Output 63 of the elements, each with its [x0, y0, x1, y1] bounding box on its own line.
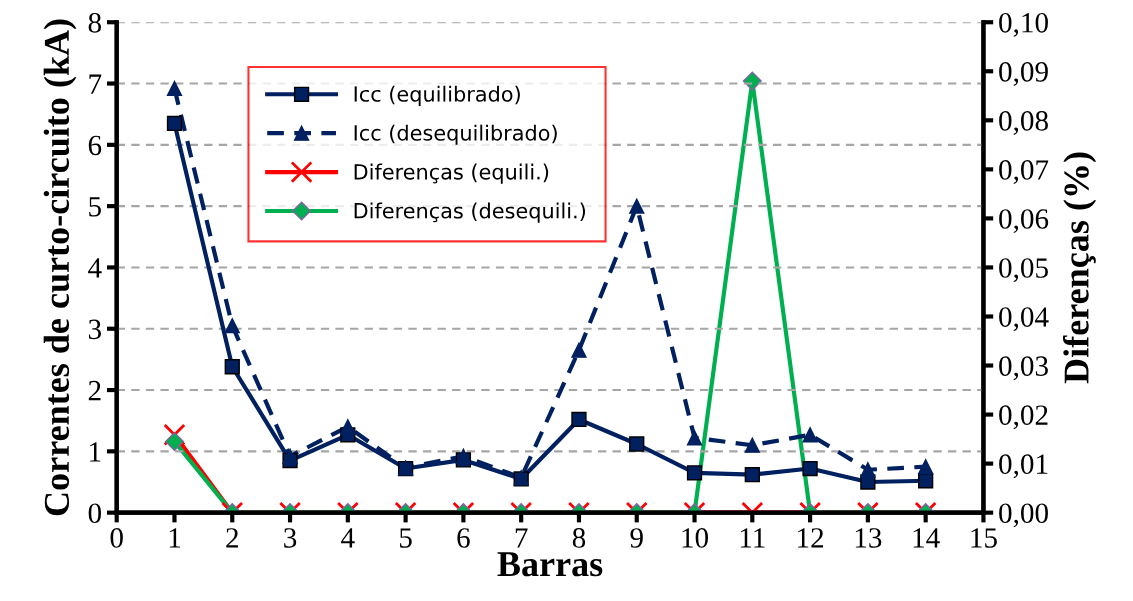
- y-tick-label: 2: [88, 380, 101, 401]
- x-tick-label: 5: [400, 528, 412, 548]
- x-tick-label: 12: [798, 528, 824, 548]
- y-axis-title: Correntes de curto-circuito (kA): [43, 19, 77, 516]
- y2-tick-label: 0,04: [999, 307, 1049, 332]
- y2-tick-label: 0,01: [999, 454, 1048, 479]
- x-tick-label: 1: [169, 528, 181, 548]
- y2-tick-label: 0,05: [999, 258, 1048, 283]
- legend-label: Diferenças (equili.): [354, 163, 549, 184]
- x-tick-label: 3: [284, 528, 297, 548]
- x-tick-label: 10: [682, 528, 708, 548]
- x-tick-label: 14: [913, 528, 940, 548]
- x-tick-label: 8: [572, 528, 586, 548]
- y-tick-label: 5: [89, 197, 101, 217]
- y2-tick-label: 0,00: [999, 503, 1048, 528]
- y2-tick-label: 0,07: [999, 160, 1049, 184]
- x-tick-label: 7: [515, 528, 528, 548]
- point: [686, 465, 703, 481]
- point: [802, 427, 818, 443]
- point: [802, 460, 818, 477]
- y2-tick-label: 0,03: [999, 356, 1048, 381]
- y-tick-label: 0: [88, 503, 101, 524]
- point: [571, 411, 587, 428]
- x-tick-label: 6: [457, 528, 470, 548]
- x-tick-label: 4: [341, 528, 355, 548]
- point: [455, 448, 472, 464]
- legend-label: Icc (equilibrado): [354, 85, 520, 106]
- point: [686, 430, 703, 446]
- y-tick-label: 4: [88, 258, 102, 278]
- point: [571, 342, 587, 358]
- y2-tick-label: 0,10: [999, 12, 1048, 37]
- point: [224, 359, 240, 375]
- point: [629, 436, 645, 452]
- point: [918, 459, 934, 475]
- y-tick-label: 3: [88, 319, 101, 340]
- point: [918, 473, 934, 489]
- x-tick-label: 2: [226, 528, 238, 548]
- y2-tick-label: 0,08: [999, 111, 1048, 135]
- y2-tick-label: 0,02: [999, 405, 1048, 430]
- x-axis-title: Barras: [497, 552, 603, 577]
- point: [744, 437, 760, 453]
- point: [629, 198, 645, 214]
- x-tick-label: 9: [630, 528, 643, 548]
- y-tick-label: 8: [88, 12, 101, 33]
- y-tick-label: 1: [90, 442, 101, 462]
- point: [744, 467, 760, 483]
- point: [224, 318, 240, 334]
- point: [860, 462, 876, 478]
- legend-label: Diferenças (desequili.): [354, 202, 586, 223]
- y-tick-label: 6: [88, 135, 102, 156]
- y2-tick-label: 0,06: [999, 209, 1049, 234]
- x-tick-label: 15: [971, 528, 997, 548]
- point: [166, 115, 183, 132]
- legend-label: Icc (desequilibrado): [354, 124, 557, 145]
- point: [166, 80, 183, 97]
- x-tick-label: 13: [855, 528, 882, 548]
- y-tick-label: 7: [89, 74, 102, 94]
- x-tick-label: 0: [110, 528, 123, 548]
- y2-tick-label: 0,09: [999, 62, 1048, 86]
- x-tick-label: 11: [740, 528, 765, 548]
- y2-axis-title: Diferenças (%): [1062, 152, 1097, 384]
- point: [340, 419, 356, 435]
- point: [282, 448, 298, 464]
